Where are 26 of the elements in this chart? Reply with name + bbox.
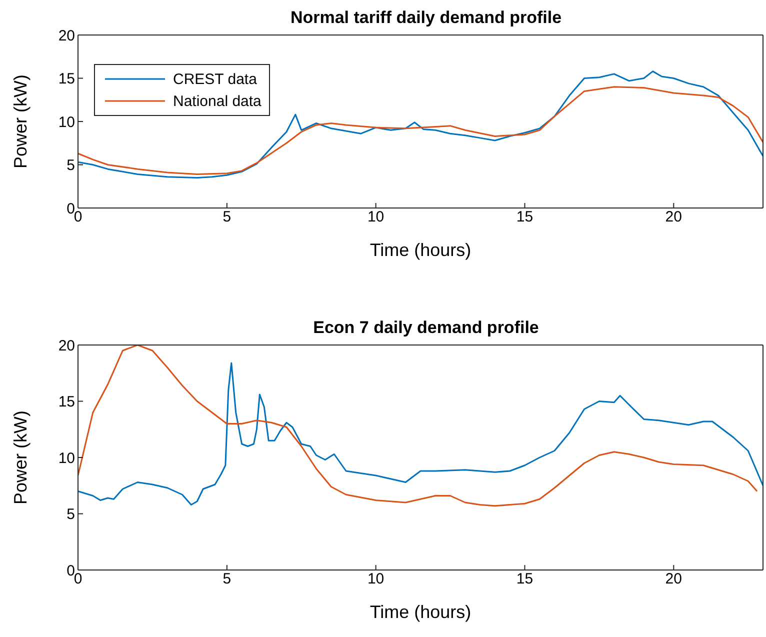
y-tick-label: 20 bbox=[58, 27, 75, 44]
y-tick-label: 5 bbox=[66, 506, 75, 524]
x-axis-title: Time (hours) bbox=[370, 240, 472, 260]
legend-label: National data bbox=[173, 92, 262, 110]
y-tick-label: 15 bbox=[58, 394, 75, 411]
x-tick-label: 5 bbox=[222, 208, 232, 226]
x-tick-label: 20 bbox=[665, 570, 682, 588]
y-axis-title: Power (kW) bbox=[10, 410, 30, 504]
legend-label: CREST data bbox=[173, 70, 257, 88]
x-tick-label: 10 bbox=[367, 208, 384, 226]
y-axis-title: Power (kW) bbox=[10, 74, 30, 168]
line-series bbox=[78, 70, 763, 178]
y-tick-label: 5 bbox=[66, 157, 75, 174]
line-series bbox=[78, 86, 763, 176]
x-tick-label: 20 bbox=[665, 208, 682, 226]
chart-title: Normal tariff daily demand profile bbox=[289, 8, 563, 28]
y-tick-label: 10 bbox=[58, 450, 75, 467]
x-tick-label: 15 bbox=[516, 208, 534, 226]
chart-title: Econ 7 daily demand profile bbox=[312, 318, 540, 338]
y-tick-label: 20 bbox=[58, 337, 75, 354]
x-tick-label: 15 bbox=[516, 570, 534, 588]
y-tick-label: 10 bbox=[58, 114, 75, 131]
y-tick-label: 15 bbox=[58, 70, 75, 88]
x-tick-label: 10 bbox=[367, 570, 384, 588]
x-tick-label: 5 bbox=[222, 570, 232, 588]
x-axis-title: Time (hours) bbox=[370, 602, 472, 622]
